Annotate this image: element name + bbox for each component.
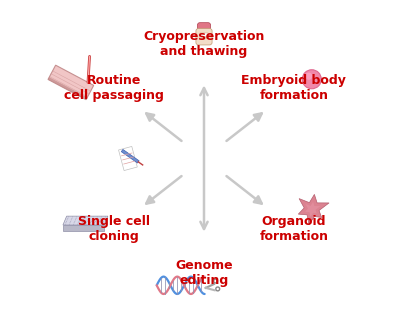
Circle shape — [103, 221, 104, 222]
Polygon shape — [48, 65, 94, 100]
Circle shape — [104, 219, 105, 220]
Circle shape — [80, 218, 81, 219]
Polygon shape — [298, 194, 329, 225]
Polygon shape — [305, 202, 320, 217]
Circle shape — [67, 219, 68, 220]
Circle shape — [85, 224, 86, 225]
Circle shape — [77, 224, 78, 225]
Circle shape — [302, 70, 321, 89]
Circle shape — [87, 219, 88, 220]
Polygon shape — [121, 149, 139, 163]
Circle shape — [102, 224, 103, 225]
Circle shape — [67, 218, 68, 219]
Circle shape — [91, 221, 92, 222]
Circle shape — [90, 224, 91, 225]
Circle shape — [75, 219, 76, 220]
Polygon shape — [63, 225, 104, 231]
Circle shape — [91, 219, 92, 220]
Circle shape — [98, 224, 99, 225]
Circle shape — [66, 221, 67, 222]
Circle shape — [73, 224, 74, 225]
Polygon shape — [48, 77, 87, 100]
Polygon shape — [63, 216, 108, 225]
Circle shape — [75, 218, 76, 219]
FancyBboxPatch shape — [200, 33, 208, 38]
Circle shape — [81, 224, 82, 225]
Circle shape — [204, 287, 207, 289]
Circle shape — [100, 219, 101, 220]
Circle shape — [71, 219, 72, 220]
Circle shape — [86, 221, 88, 222]
Circle shape — [83, 219, 84, 220]
Circle shape — [69, 224, 70, 225]
Circle shape — [82, 222, 83, 223]
Text: Routine
cell passaging: Routine cell passaging — [64, 74, 164, 102]
Circle shape — [102, 222, 104, 223]
Circle shape — [70, 221, 71, 222]
Circle shape — [98, 222, 99, 223]
FancyBboxPatch shape — [196, 29, 212, 45]
Circle shape — [96, 218, 97, 219]
Circle shape — [74, 221, 75, 222]
Circle shape — [95, 219, 96, 220]
Circle shape — [70, 222, 71, 223]
Text: Organoid
formation: Organoid formation — [259, 215, 328, 243]
Circle shape — [78, 222, 79, 223]
Circle shape — [86, 222, 87, 223]
Circle shape — [94, 222, 95, 223]
FancyBboxPatch shape — [197, 23, 211, 32]
Circle shape — [95, 221, 96, 222]
Circle shape — [104, 218, 105, 219]
Circle shape — [84, 218, 85, 219]
Circle shape — [90, 222, 91, 223]
Text: Genome
editing: Genome editing — [175, 259, 233, 287]
Circle shape — [65, 224, 66, 225]
Text: Single cell
cloning: Single cell cloning — [78, 215, 150, 243]
Circle shape — [79, 219, 80, 220]
Circle shape — [74, 222, 75, 223]
Circle shape — [99, 221, 100, 222]
FancyBboxPatch shape — [201, 29, 207, 31]
Circle shape — [92, 218, 93, 219]
Circle shape — [78, 221, 80, 222]
Circle shape — [71, 218, 72, 219]
Circle shape — [82, 221, 84, 222]
Circle shape — [100, 218, 101, 219]
Circle shape — [94, 224, 95, 225]
Circle shape — [65, 222, 67, 223]
Circle shape — [88, 218, 89, 219]
Text: Cryopreservation
and thawing: Cryopreservation and thawing — [143, 30, 265, 58]
Polygon shape — [119, 146, 137, 171]
Circle shape — [305, 73, 313, 80]
Text: Embryoid body
formation: Embryoid body formation — [242, 74, 346, 102]
